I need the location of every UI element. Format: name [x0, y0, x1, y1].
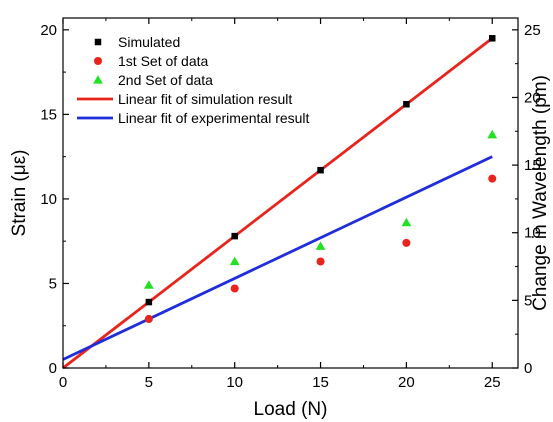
- data-point-s0-3: [403, 100, 410, 108]
- y-axis-right: 0 5 10 15 20 25: [512, 22, 541, 377]
- data-point-s2-4: [487, 129, 498, 139]
- legend-swatch-2: [93, 75, 103, 84]
- x-tick-label-2: 10: [226, 374, 243, 391]
- y2-tick-label-0: 0: [524, 360, 532, 377]
- data-point-s2-3: [401, 217, 412, 227]
- legend: Simulated 1st Set of data 2nd Set of data L…: [77, 34, 310, 126]
- y2-tick-label-4: 20: [524, 89, 541, 106]
- legend-label-2: 2nd Set of data: [118, 72, 213, 88]
- plot-frame: [62, 17, 519, 369]
- x-axis-title: Load (N): [254, 399, 328, 420]
- legend-label-0: Simulated: [118, 34, 180, 50]
- x-tick-label-4: 20: [398, 374, 415, 391]
- legend-label-4: Linear fit of experimental result: [118, 110, 310, 126]
- data-point-s0-4: [488, 35, 496, 42]
- data-point-s0-2: [317, 166, 324, 174]
- y2-axis-title: Change in Wavelength (pm): [530, 75, 551, 311]
- x-tick-label-0: 0: [59, 374, 67, 391]
- y-tick-label-0: 0: [49, 360, 57, 377]
- y2-tick-label-2: 10: [524, 225, 541, 242]
- y-tick-label-4: 20: [40, 22, 57, 39]
- data-point-s1-2: [316, 257, 325, 266]
- y2-tick-label-1: 5: [524, 292, 532, 309]
- legend-swatch-1: [93, 56, 103, 66]
- legend-swatch-0: [94, 38, 102, 46]
- x-axis: 0 5 10 15 20 25: [59, 18, 501, 391]
- data-point-s2-2: [315, 241, 326, 250]
- data-point-s2-1: [229, 256, 240, 266]
- data-point-s0-0: [145, 298, 153, 306]
- y2-tick-label-3: 15: [524, 157, 541, 174]
- x-tick-label-3: 15: [312, 374, 329, 391]
- x-tick-label-1: 5: [145, 374, 153, 391]
- data-point-s1-1: [230, 284, 239, 293]
- data-point-s2-0: [143, 280, 154, 289]
- data-point-s0-1: [231, 232, 238, 240]
- data-point-s1-3: [402, 238, 411, 247]
- x-tick-label-5: 25: [484, 374, 501, 391]
- y-tick-label-2: 10: [40, 191, 57, 208]
- fit-lines: [62, 37, 494, 370]
- y-axis-title: Strain (με): [9, 150, 30, 237]
- fit-line-3: [62, 37, 494, 370]
- data-points: [143, 35, 498, 323]
- y-tick-label-1: 5: [49, 275, 57, 292]
- y2-tick-label-5: 25: [524, 22, 541, 39]
- legend-label-1: 1st Set of data: [118, 53, 208, 69]
- y-tick-label-3: 15: [40, 106, 57, 123]
- data-point-s1-4: [488, 174, 497, 183]
- fit-line-4: [62, 155, 493, 361]
- y-axis-left: 0 5 10 15 20: [40, 22, 69, 377]
- data-point-s1-0: [144, 314, 153, 323]
- legend-label-3: Linear fit of simulation result: [118, 91, 292, 107]
